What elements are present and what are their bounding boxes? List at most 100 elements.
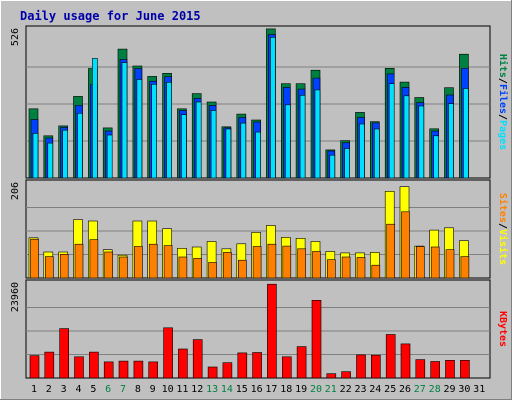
bar-sites-day-24: [371, 264, 381, 279]
x-tick-day-11: 11: [176, 384, 188, 395]
bar-sites-day-6: [104, 251, 113, 279]
bar-sites-day-13: [208, 262, 217, 279]
bar-pages-day-18: [284, 104, 291, 179]
bar-kbytes-day-1: [29, 355, 40, 379]
bar-pages-day-5: [92, 58, 98, 179]
bar-kbytes-day-12: [192, 339, 203, 379]
bar-pages-day-8: [136, 79, 143, 179]
bar-sites-day-14: [223, 252, 232, 279]
bar-pages-day-19: [299, 95, 306, 179]
x-tick-day-1: 1: [31, 384, 37, 395]
bar-kbytes-day-8: [133, 360, 144, 379]
bar-pages-day-2: [47, 142, 54, 179]
bar-kbytes-day-24: [370, 354, 381, 379]
bar-sites-day-28: [430, 246, 440, 279]
legend-item: Visits: [497, 229, 509, 265]
legend-item: Hits: [497, 54, 509, 78]
legend-item: Sites: [497, 193, 509, 223]
bar-pages-day-15: [240, 122, 247, 179]
bar-sites-day-20: [312, 251, 321, 279]
bar-kbytes-day-21: [326, 373, 337, 379]
bar-kbytes-day-19: [296, 346, 307, 379]
bar-sites-day-3: [59, 254, 69, 279]
x-tick-day-9: 9: [150, 384, 156, 395]
legend-item: Pages: [497, 120, 508, 150]
x-tick-day-20: 20: [310, 384, 322, 395]
bar-pages-day-21: [329, 154, 336, 179]
x-axis-day-labels: 1 2 3 4 5 6 7 8 9 10 11 12 13 14 15 16 17 18 19 20 21 22 23 24 2…: [31, 384, 485, 395]
bar-kbytes-day-7: [118, 360, 129, 379]
bar-sites-day-4: [74, 243, 84, 279]
bar-sites-day-19: [297, 248, 306, 279]
x-tick-day-29: 29: [443, 384, 455, 395]
bar-pages-day-11: [181, 114, 187, 179]
bar-kbytes-day-29: [445, 359, 455, 379]
legend-item: /: [497, 78, 508, 84]
bar-kbytes-day-28: [430, 361, 441, 379]
x-tick-day-24: 24: [369, 384, 381, 395]
x-tick-day-3: 3: [61, 384, 67, 395]
x-tick-day-31: 31: [473, 384, 485, 395]
bar-pages-day-9: [151, 84, 157, 179]
x-tick-day-8: 8: [135, 384, 141, 395]
bar-pages-day-12: [195, 101, 202, 179]
bar-pages-day-7: [121, 62, 128, 179]
y-max-label: 526: [10, 28, 21, 46]
x-tick-day-30: 30: [458, 384, 470, 395]
bar-sites-day-12: [193, 258, 202, 279]
bar-kbytes-day-9: [148, 361, 158, 379]
bar-kbytes-day-25: [385, 334, 396, 379]
bar-kbytes-day-3: [59, 328, 70, 379]
y-max-label: 23960: [10, 282, 21, 312]
legend-item: Files: [497, 84, 509, 114]
x-tick-day-28: 28: [429, 384, 441, 395]
x-tick-day-27: 27: [414, 384, 426, 395]
bar-pages-day-25: [388, 83, 395, 179]
panel-kbytes: 23960 KBytes: [10, 279, 508, 379]
bar-kbytes-day-6: [103, 361, 114, 379]
bar-sites-day-10: [163, 245, 173, 279]
legend-item: /: [497, 114, 508, 120]
bar-kbytes-day-5: [89, 351, 99, 379]
bar-kbytes-day-15: [237, 352, 248, 379]
bar-kbytes-day-16: [252, 352, 262, 379]
bar-sites-day-25: [386, 223, 396, 279]
chart-panels: 526Hits/Files/Pages206Sites/Visits23960K…: [10, 25, 509, 379]
bar-sites-day-22: [341, 256, 351, 279]
chart-title: Daily usage for June 2015: [20, 9, 201, 23]
x-tick-day-22: 22: [340, 384, 352, 395]
bar-pages-day-27: [418, 105, 425, 179]
bar-sites-day-23: [356, 257, 366, 279]
bar-pages-day-1: [32, 133, 39, 179]
legend-item: /: [497, 223, 508, 229]
bar-sites-day-29: [445, 249, 455, 279]
x-tick-day-26: 26: [399, 384, 411, 395]
bar-pages-day-4: [77, 113, 83, 179]
bar-pages-day-22: [344, 148, 350, 179]
bar-sites-day-11: [178, 256, 188, 279]
bar-kbytes-day-14: [222, 362, 233, 379]
bar-kbytes-day-23: [356, 354, 366, 379]
bar-pages-day-26: [403, 95, 410, 179]
bar-kbytes-day-30: [460, 359, 470, 379]
x-tick-day-10: 10: [162, 384, 174, 395]
bar-sites-day-21: [326, 259, 336, 279]
bar-pages-day-3: [62, 129, 69, 179]
bar-kbytes-day-4: [74, 356, 84, 379]
bar-sites-day-2: [44, 256, 54, 279]
x-tick-day-17: 17: [265, 384, 277, 395]
bar-kbytes-day-18: [281, 356, 292, 379]
x-tick-day-4: 4: [75, 384, 81, 395]
bar-pages-day-29: [448, 103, 454, 179]
bar-pages-day-14: [225, 128, 232, 179]
bar-sites-day-8: [134, 246, 143, 279]
bar-sites-day-5: [89, 239, 99, 279]
bar-pages-day-13: [210, 110, 217, 179]
x-tick-day-21: 21: [325, 384, 337, 395]
bar-pages-day-6: [106, 134, 113, 179]
x-tick-day-5: 5: [90, 384, 96, 395]
bar-sites-day-9: [148, 243, 158, 279]
bar-kbytes-day-2: [44, 351, 55, 379]
x-tick-day-6: 6: [105, 384, 111, 395]
